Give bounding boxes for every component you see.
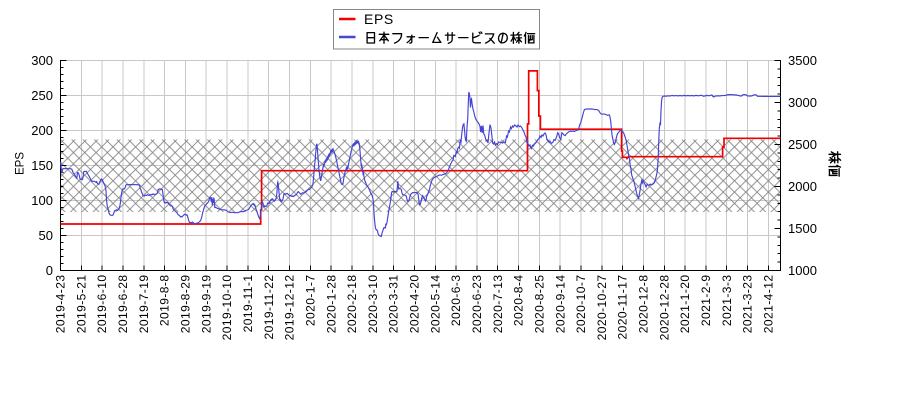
- svg-text:3000: 3000: [788, 95, 817, 110]
- svg-text:2500: 2500: [788, 137, 817, 152]
- svg-text:2019-8-29: 2019-8-29: [179, 275, 193, 334]
- svg-text:0: 0: [46, 263, 53, 278]
- svg-text:2020-12-8: 2020-12-8: [637, 275, 651, 334]
- svg-text:2019-9-19: 2019-9-19: [199, 275, 213, 334]
- svg-text:300: 300: [31, 53, 53, 68]
- svg-text:2020-5-14: 2020-5-14: [428, 275, 442, 334]
- svg-text:2019-5-21: 2019-5-21: [74, 275, 88, 334]
- svg-text:200: 200: [31, 123, 53, 138]
- svg-text:2021-3-3: 2021-3-3: [720, 275, 734, 327]
- svg-text:1000: 1000: [788, 263, 817, 278]
- svg-text:2020-6-3: 2020-6-3: [449, 275, 463, 327]
- svg-text:2019-6-10: 2019-6-10: [95, 275, 109, 334]
- svg-text:2020-10-27: 2020-10-27: [595, 275, 609, 341]
- svg-text:250: 250: [31, 88, 53, 103]
- svg-text:EPS: EPS: [364, 11, 394, 27]
- svg-text:2019-6-28: 2019-6-28: [116, 275, 130, 334]
- svg-text:2020-10-7: 2020-10-7: [574, 275, 588, 334]
- svg-text:2020-8-25: 2020-8-25: [532, 275, 546, 334]
- svg-text:2019-4-23: 2019-4-23: [54, 275, 68, 334]
- svg-text:2019-10-10: 2019-10-10: [220, 275, 234, 341]
- svg-text:2019-12-12: 2019-12-12: [283, 275, 297, 341]
- svg-text:2019-8-8: 2019-8-8: [158, 275, 172, 327]
- svg-text:2019-11-22: 2019-11-22: [262, 275, 276, 340]
- svg-text:1500: 1500: [788, 221, 817, 236]
- svg-text:2021-1-20: 2021-1-20: [678, 275, 692, 334]
- svg-text:2020-6-23: 2020-6-23: [470, 275, 484, 334]
- svg-text:2021-2-9: 2021-2-9: [699, 275, 713, 327]
- svg-text:2020-12-28: 2020-12-28: [657, 275, 671, 341]
- svg-text:2020-7-13: 2020-7-13: [491, 275, 505, 334]
- svg-text:EPS: EPS: [15, 152, 27, 175]
- svg-text:2020-8-4: 2020-8-4: [512, 275, 526, 327]
- svg-text:2020-4-20: 2020-4-20: [408, 275, 422, 334]
- svg-text:2020-9-14: 2020-9-14: [553, 275, 567, 334]
- svg-text:2021-3-23: 2021-3-23: [741, 275, 755, 334]
- svg-text:50: 50: [39, 228, 53, 243]
- svg-text:2020-3-31: 2020-3-31: [387, 275, 401, 334]
- svg-text:2019-11-1: 2019-11-1: [241, 275, 255, 333]
- svg-text:100: 100: [31, 193, 53, 208]
- svg-text:2020-11-17: 2020-11-17: [616, 275, 630, 340]
- svg-text:2020-1-28: 2020-1-28: [324, 275, 338, 334]
- svg-text:2019-7-19: 2019-7-19: [137, 275, 151, 334]
- svg-text:2021-4-12: 2021-4-12: [761, 275, 775, 334]
- svg-text:2020-2-18: 2020-2-18: [345, 275, 359, 334]
- svg-text:2020-3-10: 2020-3-10: [366, 275, 380, 334]
- svg-text:2020-1-7: 2020-1-7: [303, 275, 317, 327]
- svg-text:2000: 2000: [788, 179, 817, 194]
- svg-text:3500: 3500: [788, 53, 817, 68]
- svg-text:150: 150: [31, 158, 53, 173]
